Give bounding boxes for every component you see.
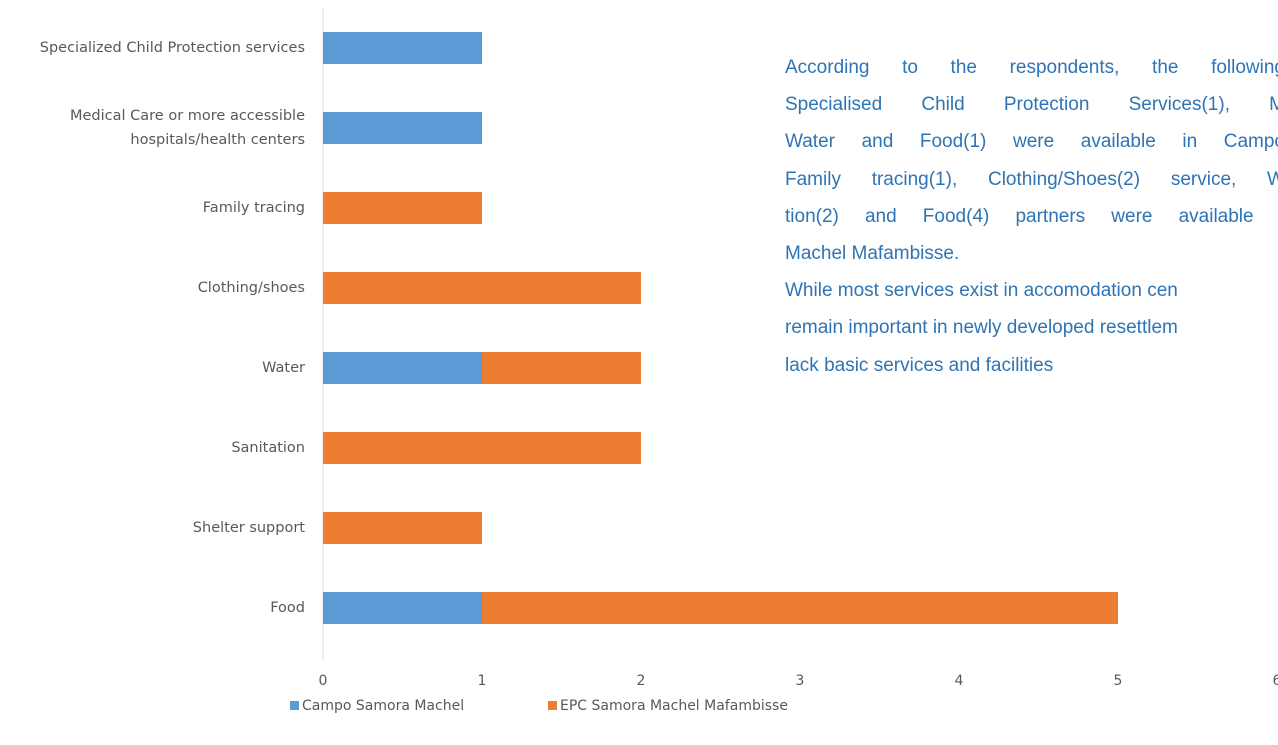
bar	[323, 432, 641, 464]
y-tick-label: Shelter support	[192, 520, 305, 536]
y-tick-label: Family tracing	[202, 200, 305, 216]
y-tick-label: Clothing/shoes	[197, 280, 305, 296]
text-line: tion(2) and Food(4) partners were availa…	[785, 205, 1278, 227]
legend-label: Campo Samora Machel	[302, 698, 465, 714]
text-line: remain important in newly developed rese…	[785, 317, 1178, 339]
x-tick-label: 2	[637, 673, 646, 689]
text-line: Family tracing(1), Clothing/Shoes(2) ser…	[785, 168, 1278, 190]
bar	[482, 352, 641, 384]
bar	[323, 272, 641, 304]
text-line: According to the respondents, the follow…	[785, 57, 1278, 78]
x-tick-label: 6	[1273, 673, 1278, 689]
text-line: lack basic services and facilities	[785, 354, 1054, 376]
y-tick-label: Specialized Child Protection services	[39, 40, 305, 56]
x-tick-label: 1	[478, 673, 487, 689]
x-tick-label: 5	[1114, 673, 1123, 689]
text-line: While most services exist in accomodatio…	[785, 280, 1178, 302]
legend-label: EPC Samora Machel Mafambisse	[560, 698, 788, 714]
text-line: Specialised Child Protection Services(1)…	[785, 94, 1278, 116]
bar	[482, 592, 1118, 624]
x-tick-label: 3	[796, 673, 805, 689]
bar	[323, 352, 482, 384]
bar	[323, 192, 482, 224]
legend-swatch	[548, 701, 557, 710]
legend-swatch	[290, 701, 299, 710]
legend-item: EPC Samora Machel Mafambisse	[548, 698, 788, 714]
text-line: Machel Mafambisse.	[785, 243, 960, 264]
x-tick-label: 4	[955, 673, 964, 689]
text-line: Water and Food(1) were available in Camp…	[785, 131, 1278, 153]
bar	[323, 32, 482, 64]
x-tick-label: 0	[319, 673, 328, 689]
bar	[323, 112, 482, 144]
y-tick-label: Food	[270, 600, 305, 616]
legend-item: Campo Samora Machel	[290, 698, 464, 714]
bar	[323, 512, 482, 544]
bar	[323, 592, 482, 624]
y-tick-label: Water	[262, 360, 305, 376]
y-tick-label: Medical Care or more accessible hospital…	[70, 108, 305, 148]
y-tick-label: Sanitation	[231, 440, 305, 456]
